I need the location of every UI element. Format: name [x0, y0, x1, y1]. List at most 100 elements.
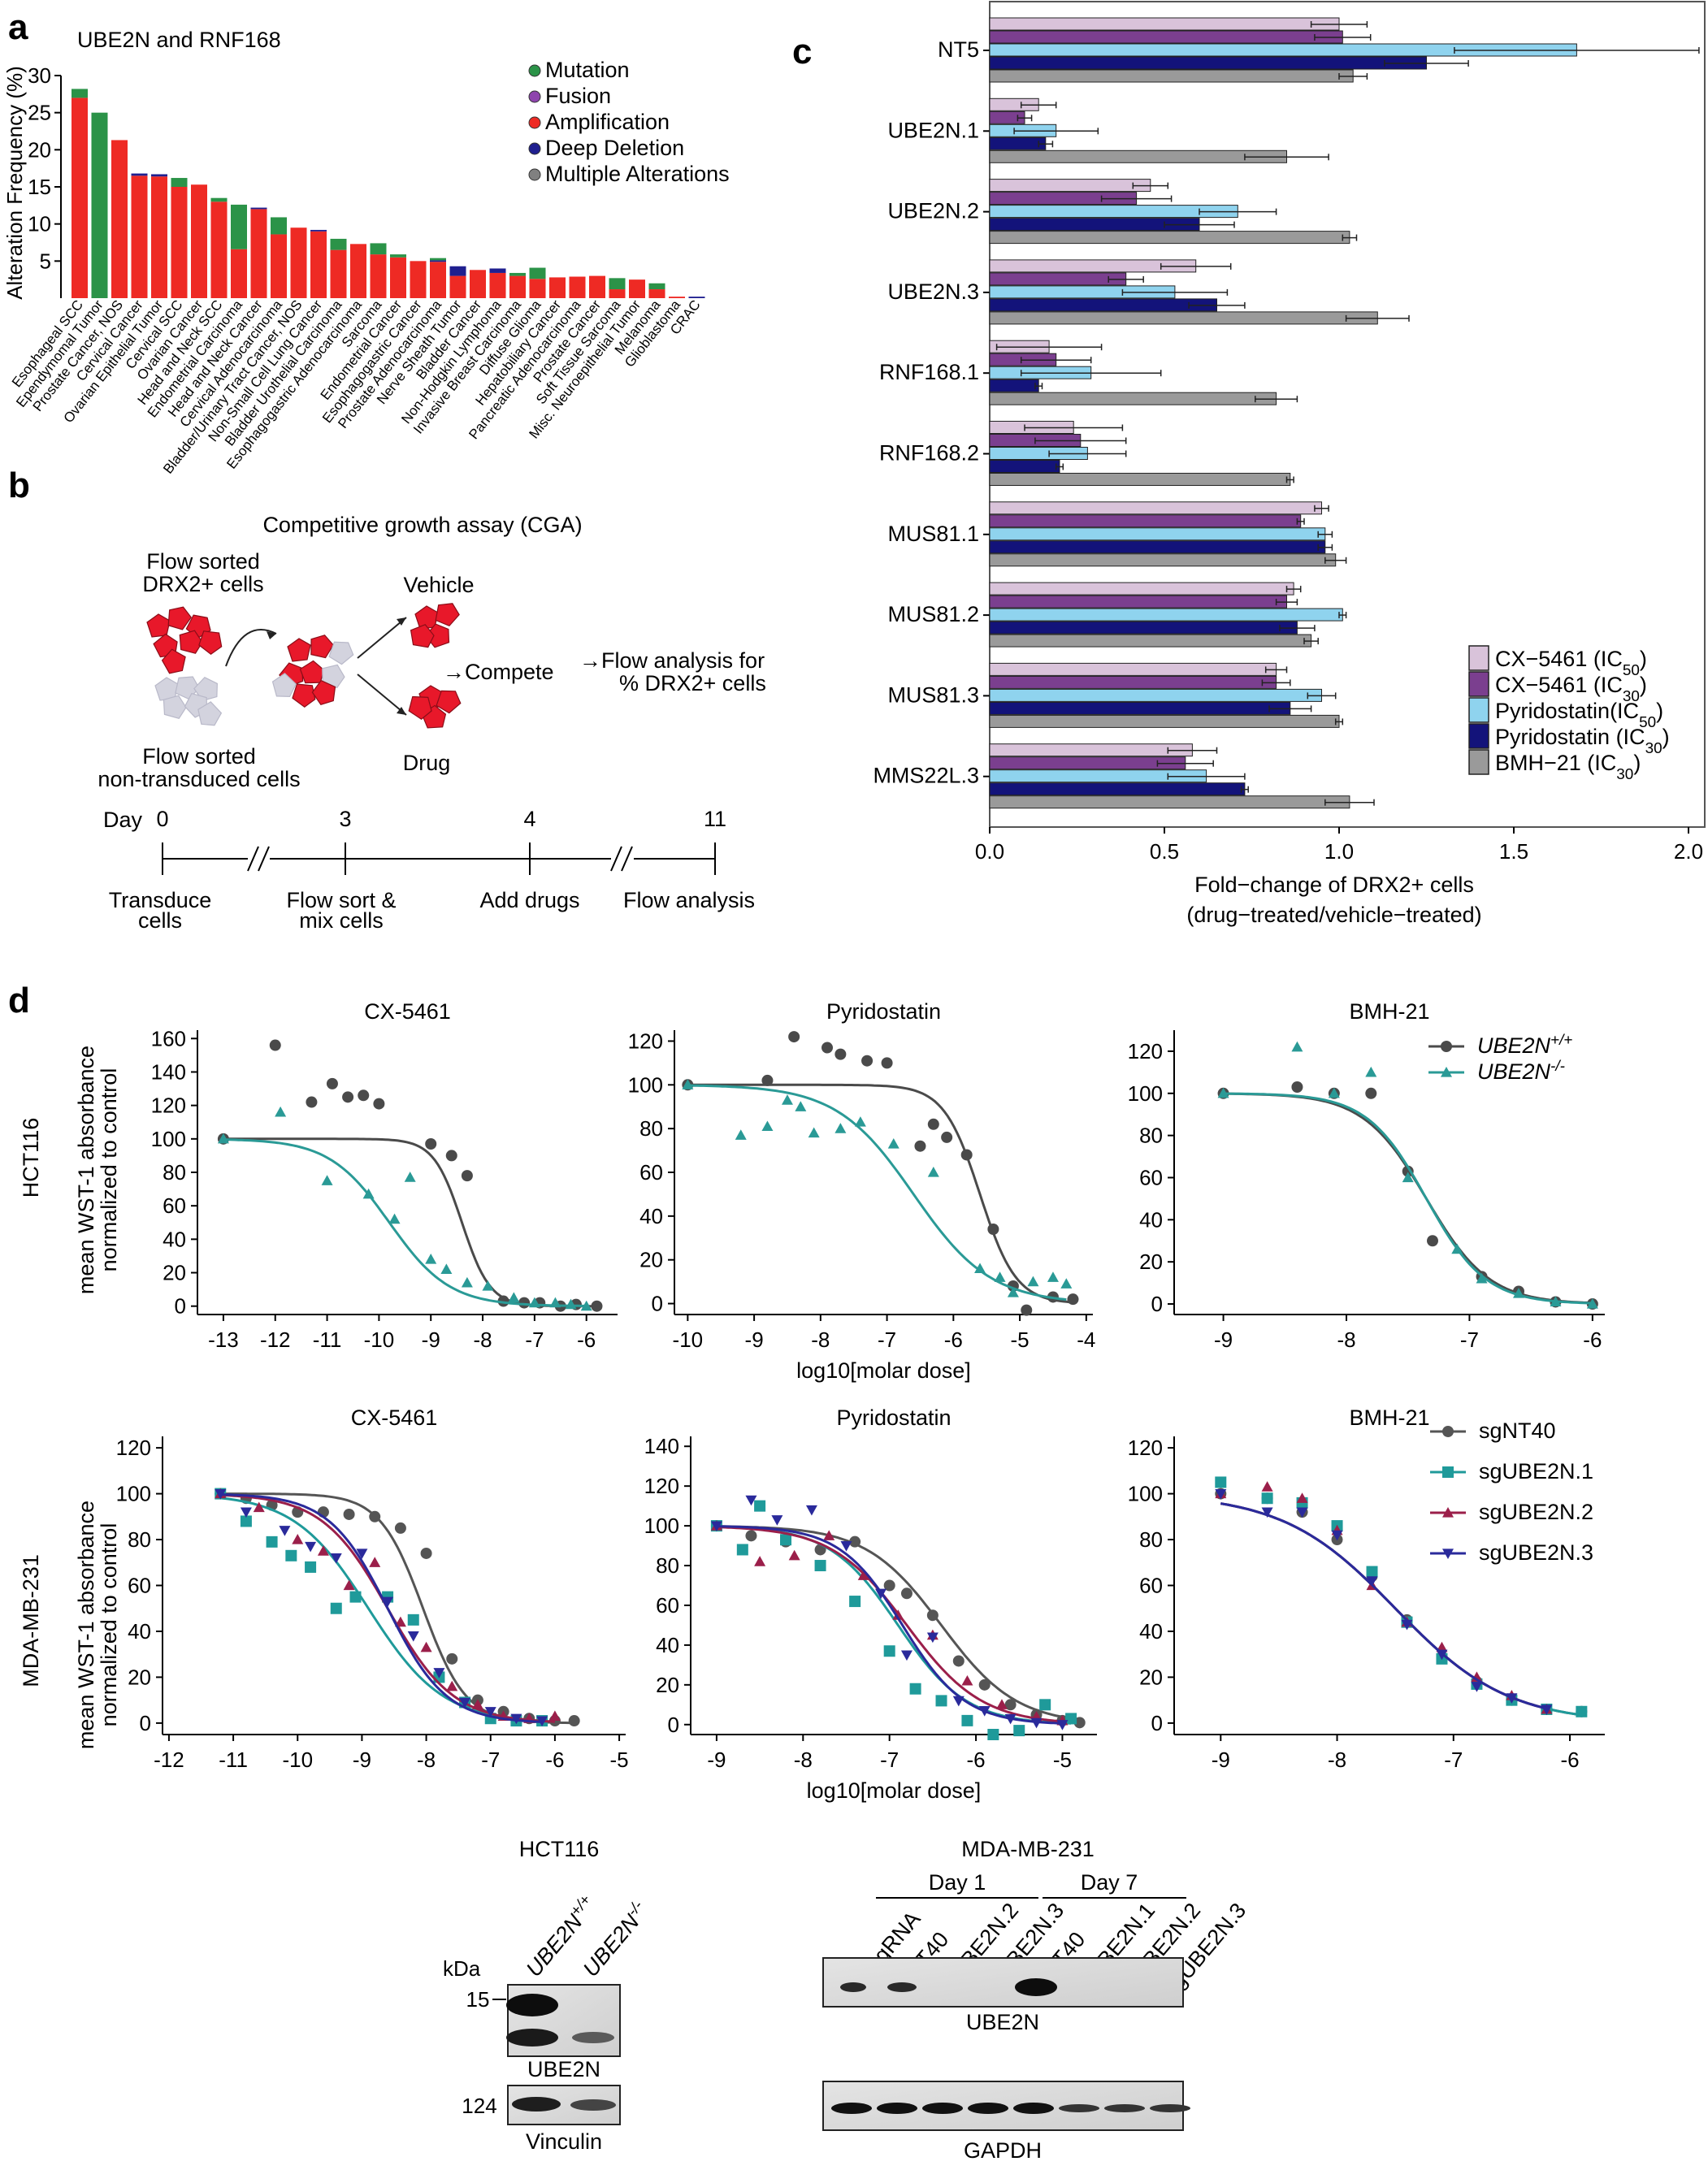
d-data-point	[1021, 1304, 1033, 1316]
d-data-point	[1576, 1705, 1588, 1717]
d-data-point	[875, 1588, 887, 1600]
d-data-point	[1215, 1488, 1227, 1500]
wb-band	[831, 2103, 872, 2114]
d-data-point	[883, 1579, 895, 1592]
d-data-point	[591, 1300, 603, 1312]
d-data-point	[927, 1167, 939, 1177]
a-bar-amplification	[648, 289, 665, 298]
a-bar-amplification	[330, 249, 347, 298]
d-legend-label-part: sgUBE2N.3	[1479, 1540, 1593, 1565]
a-bar-amplification	[271, 234, 287, 298]
d-x-tick-label: -7	[878, 1328, 896, 1352]
a-legend-label: Mutation	[545, 58, 630, 82]
d-x-tick-label: -6	[545, 1748, 564, 1772]
d-data-point	[394, 1522, 406, 1534]
d-data-point	[1402, 1165, 1414, 1177]
drug-arrow	[357, 674, 407, 716]
d-x-tick-label: -9	[1214, 1328, 1233, 1352]
wb-day7-label: Day 7	[1081, 1870, 1138, 1895]
a-bar-amplification	[489, 272, 506, 298]
d-data-point	[548, 1710, 561, 1722]
d-x-tick-label: -5	[1053, 1748, 1072, 1772]
d-y-tick-label: 80	[656, 1553, 679, 1578]
d-x-tick-label: -11	[313, 1328, 342, 1352]
d-y-tick-label: 100	[628, 1072, 663, 1097]
d-data-point	[343, 1508, 355, 1520]
drx2-cell	[435, 603, 460, 627]
a-bar-deep-deletion	[151, 174, 167, 177]
d-data-point	[761, 1074, 774, 1086]
d-data-point	[269, 1039, 281, 1051]
a-bar-deep-deletion	[131, 173, 148, 176]
d-data-point	[549, 1297, 561, 1308]
a-bar-amplification	[250, 209, 267, 298]
a-bar-amplification	[390, 257, 406, 298]
d-fit-curve	[223, 1138, 587, 1307]
d-data-point	[1060, 1278, 1073, 1289]
a-bar-deep-deletion	[688, 297, 705, 298]
d-y-tick-label: 20	[163, 1261, 186, 1285]
d-y-tick-label: 0	[1151, 1292, 1163, 1316]
a-legend-label: Deep Deletion	[545, 136, 684, 160]
a-y-tick-label: 30	[28, 63, 51, 88]
vehicle-arrow-head	[397, 617, 406, 626]
wb-mda-title: MDA-MB-231	[961, 1837, 1095, 1861]
d-legend-label-part: sgUBE2N.2	[1479, 1500, 1593, 1524]
d-data-point	[266, 1535, 278, 1548]
a-bar-amplification	[569, 276, 586, 298]
d-fit-curve	[687, 1083, 1073, 1304]
c-bar	[989, 675, 1277, 689]
c-bar	[989, 621, 1298, 635]
d-data-point	[1291, 1041, 1303, 1052]
c-bar	[989, 634, 1312, 648]
b-label-sorted-neg: Flow sorted	[142, 744, 256, 769]
a-bar-deep-deletion	[250, 207, 267, 210]
d-y-tick-label: 80	[163, 1160, 186, 1185]
c-bar	[989, 298, 1217, 312]
c-legend-label-part: Pyridostatin(IC	[1495, 699, 1639, 723]
d-data-point	[321, 1175, 333, 1185]
b-label-sorted-pos: DRX2+ cells	[142, 572, 263, 596]
d-data-point	[425, 1254, 437, 1264]
d-data-point	[1331, 1530, 1343, 1541]
d-x-tick-label: -8	[1337, 1328, 1355, 1352]
panel-label-b: b	[8, 466, 30, 505]
a-legend-label: Multiple Alterations	[545, 162, 730, 186]
d-x-tick-label: -7	[1460, 1328, 1479, 1352]
c-category-label: UBE2N.1	[887, 118, 979, 142]
d-data-point	[823, 1530, 835, 1540]
timeline-day: 0	[156, 807, 168, 831]
d-y-tick-label: 20	[656, 1673, 679, 1697]
d-fit-curve	[716, 1525, 1063, 1725]
d-data-point	[900, 1587, 913, 1600]
wb-band	[512, 2097, 561, 2112]
a-bar-amplification	[151, 176, 167, 298]
d-x-tick-label: -6	[1583, 1328, 1602, 1352]
d-fit-curve	[1220, 1502, 1582, 1717]
d-data-point	[927, 1118, 939, 1130]
d-y-tick-label: 100	[1128, 1081, 1163, 1106]
d-x-tick-label: -10	[364, 1328, 395, 1352]
wb-band	[1150, 2104, 1190, 2112]
chart-a-title: UBE2N and RNF168	[77, 28, 281, 52]
c-x-tick-label: 0.5	[1150, 839, 1179, 864]
d-data-point	[1013, 1725, 1025, 1737]
c-legend-swatch	[1468, 645, 1489, 671]
d-data-point	[987, 1224, 999, 1235]
d-fit-curve	[1223, 1092, 1593, 1305]
d-plot-d_mda_cx: CX-5461 0 20 40 60 80 100 120 -12 -11 -10 -9 -8 -7 -6 -…	[116, 1406, 629, 1772]
c-category-label: RNF168.1	[879, 360, 979, 384]
d-x-tick-label: -8	[417, 1748, 436, 1772]
a-legend-swatch	[528, 64, 541, 77]
d-data-point	[1073, 1717, 1086, 1729]
a-bar-amplification	[410, 261, 427, 298]
d-data-point	[482, 1280, 494, 1291]
a-bar-amplification	[430, 262, 446, 298]
timeline-step: Flow sort &	[286, 888, 396, 912]
d-data-point	[565, 1298, 577, 1310]
wb-band	[922, 2103, 963, 2114]
d-data-point	[240, 1515, 252, 1527]
d-data-point	[394, 1616, 406, 1627]
